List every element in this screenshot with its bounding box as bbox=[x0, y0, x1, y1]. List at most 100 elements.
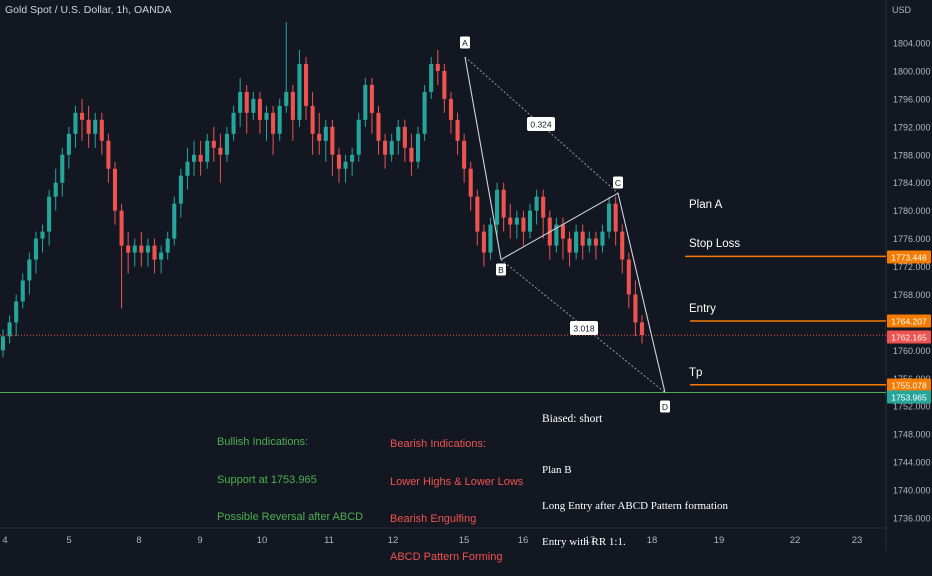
ratio-box bbox=[527, 117, 555, 131]
price-tick-label: 1776.000 bbox=[893, 234, 931, 244]
price-tag-box bbox=[887, 330, 931, 344]
candle-body bbox=[435, 63, 440, 71]
candle-body bbox=[244, 91, 249, 113]
price-tick-label: 1784.000 bbox=[893, 178, 931, 188]
candle-body bbox=[593, 238, 598, 246]
bullish-line: Support at 1753.965 bbox=[217, 473, 317, 486]
candle-body bbox=[402, 126, 407, 148]
bearish-line: ABCD Pattern Forming bbox=[390, 550, 503, 563]
candle-body bbox=[40, 231, 45, 239]
candle-body bbox=[317, 133, 322, 141]
plan-b-title: Plan B bbox=[542, 464, 572, 476]
candle-body bbox=[191, 154, 197, 162]
time-tick-label: 18 bbox=[647, 535, 658, 546]
candle-body bbox=[462, 140, 467, 169]
price-tag-label: 1764.207 bbox=[891, 317, 927, 327]
candle-body bbox=[481, 231, 486, 253]
candle-body bbox=[310, 105, 315, 134]
candle-body bbox=[218, 147, 223, 155]
candle-body bbox=[119, 210, 124, 246]
price-chart[interactable]: A B C D 0.324 3.018 1736.000 1740.000 1744.000 1… bbox=[0, 0, 932, 550]
point-label-box bbox=[459, 35, 471, 50]
candle-body bbox=[284, 91, 289, 106]
currency-label: USD bbox=[892, 5, 912, 15]
candle-body bbox=[534, 196, 539, 211]
candle-body bbox=[303, 63, 309, 106]
candle-body bbox=[80, 112, 85, 120]
price-tick-label: 1792.000 bbox=[893, 122, 931, 132]
candle-body bbox=[613, 203, 618, 232]
candle-body bbox=[165, 238, 170, 253]
candle-body bbox=[238, 91, 243, 113]
candle-body bbox=[567, 238, 572, 253]
price-tick-label: 1748.000 bbox=[893, 430, 931, 440]
time-tick-label: 11 bbox=[324, 535, 334, 546]
price-tick-label: 1740.000 bbox=[893, 486, 931, 496]
time-tick-label: 8 bbox=[136, 535, 141, 546]
time-tick-label: 4 bbox=[2, 535, 7, 546]
price-tick-label: 1736.000 bbox=[893, 514, 931, 524]
point-label: A bbox=[462, 38, 468, 48]
candle-body bbox=[389, 140, 394, 155]
candle-body bbox=[363, 84, 368, 120]
price-tag-label: 1755.078 bbox=[891, 381, 927, 391]
candle-body bbox=[521, 217, 526, 232]
candle-body bbox=[574, 231, 579, 253]
price-tag-box bbox=[887, 314, 931, 328]
time-tick-label: 5 bbox=[66, 535, 71, 546]
candle-body bbox=[224, 133, 230, 155]
ratio-label: 3.018 bbox=[573, 324, 595, 334]
tp-label: Tp bbox=[689, 367, 702, 379]
candle-body bbox=[620, 231, 625, 260]
candle-body bbox=[383, 140, 388, 155]
plan-b-line: Entry with RR 1:1. bbox=[542, 536, 626, 548]
bullish-line: Possible Reversal after ABCD bbox=[217, 511, 364, 523]
bearish-indications-note: Bearish Indications: Lower Highs & Lower… bbox=[390, 413, 523, 576]
time-tick-label: 9 bbox=[197, 535, 202, 546]
candle-body bbox=[396, 126, 401, 141]
candle-body bbox=[185, 161, 190, 176]
candle-body bbox=[495, 189, 500, 225]
candle-body bbox=[448, 98, 454, 120]
candle-body bbox=[7, 322, 12, 337]
candle-body bbox=[409, 147, 414, 162]
candle-body bbox=[93, 119, 98, 134]
price-levels bbox=[0, 255, 886, 394]
candle-body bbox=[277, 105, 282, 134]
candle-body bbox=[455, 119, 460, 141]
candle-body bbox=[264, 112, 269, 120]
candle-body bbox=[330, 126, 335, 155]
price-tag-label: 1773.448 bbox=[891, 253, 927, 263]
time-axis[interactable]: 4 5 8 9 10 11 12 15 16 17 18 19 22 23 bbox=[2, 535, 862, 546]
candle-body bbox=[231, 112, 236, 134]
price-tag-box bbox=[887, 250, 931, 264]
candle-body bbox=[297, 63, 302, 120]
price-tag-label: 1762.165 bbox=[891, 333, 927, 343]
price-tick-label: 1744.000 bbox=[893, 458, 931, 468]
candle-body bbox=[271, 112, 276, 134]
point-label-box bbox=[659, 399, 671, 414]
ratio-label: 0.324 bbox=[530, 120, 552, 130]
price-tag-box bbox=[887, 390, 931, 404]
candle-body bbox=[607, 203, 612, 232]
candle-body bbox=[336, 154, 342, 169]
stop-loss-label: Stop Loss bbox=[689, 238, 740, 250]
candle-body bbox=[527, 210, 533, 232]
entry-label: Entry bbox=[689, 303, 716, 315]
candle-body bbox=[541, 196, 546, 218]
plan-b-note: Plan B Long Entry after ABCD Pattern for… bbox=[542, 440, 728, 560]
time-tick-label: 15 bbox=[459, 535, 470, 546]
symbol-title[interactable]: Gold Spot / U.S. Dollar, 1h, OANDA bbox=[5, 4, 172, 16]
candle-body bbox=[554, 224, 559, 246]
bearish-title: Bearish Indications: bbox=[390, 438, 486, 450]
candle-body bbox=[415, 133, 421, 162]
abcd-pattern[interactable]: A B C D 0.324 3.018 bbox=[459, 35, 671, 414]
time-tick-label: 22 bbox=[790, 535, 801, 546]
price-tick-label: 1772.000 bbox=[893, 262, 931, 272]
candle-body bbox=[251, 98, 256, 113]
candle-body bbox=[112, 168, 118, 211]
candle-body bbox=[211, 140, 216, 148]
candle-body bbox=[178, 175, 183, 204]
candle-body bbox=[508, 217, 513, 225]
candle-body bbox=[442, 70, 447, 99]
